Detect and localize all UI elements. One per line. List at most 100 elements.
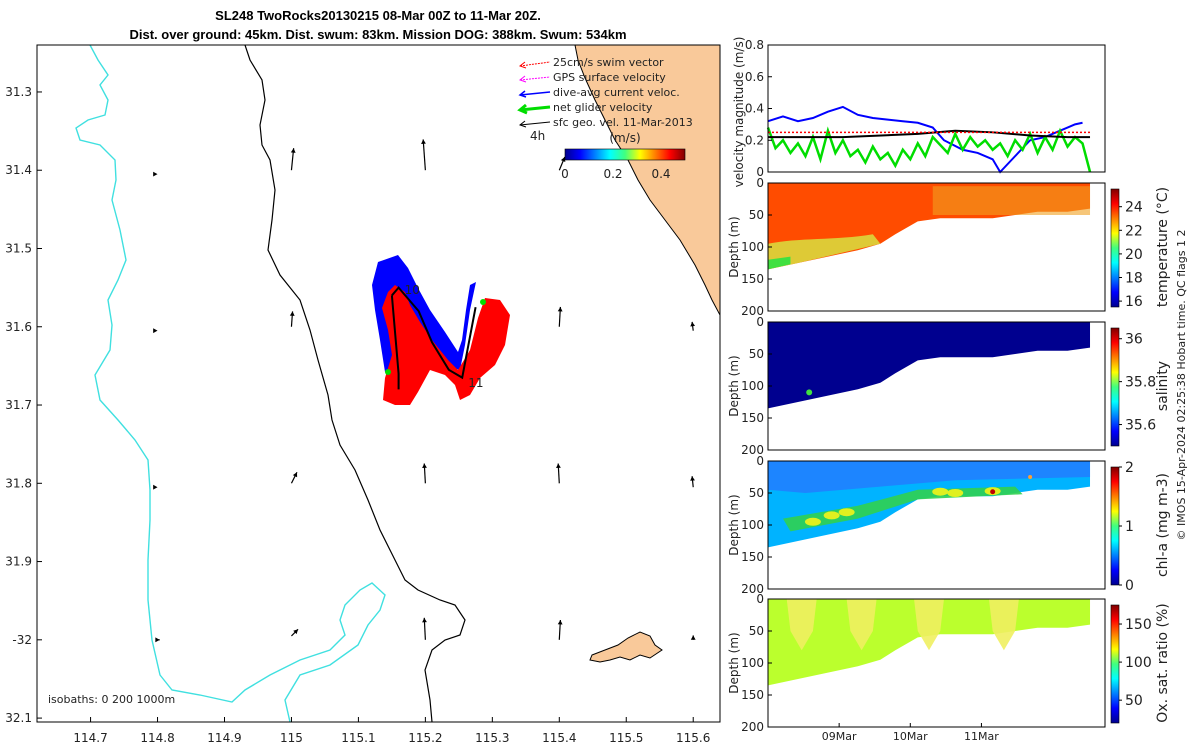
section-panel-chl-a: 0 50 100 150 200 Depth (m) 0 1 2 chl-a (mg m-3) — [727, 454, 1171, 596]
section-colorbar-tick-label: 22 — [1125, 223, 1143, 239]
legend-label-net: net glider velocity — [553, 101, 653, 114]
velocity-background — [768, 45, 1105, 172]
salinity-point — [806, 389, 813, 396]
legend-item-dive-avg: dive-avg current veloc. — [518, 86, 680, 99]
isobath-1000m — [75, 45, 386, 722]
temperature-cool-patch — [768, 234, 881, 270]
geo-vector-head — [690, 321, 696, 327]
section-x-tick-label: 10Mar — [893, 730, 928, 743]
geo-vector-head — [422, 463, 427, 469]
map-x-tick-label: 115.2 — [408, 731, 442, 745]
geo-vector-head — [153, 328, 158, 334]
section-y-tick-label: 150 — [741, 272, 764, 286]
oxygen-high-patch — [914, 599, 944, 651]
map-y-tick-label: 31.4 — [5, 163, 32, 177]
map-x-tick-label: 115.5 — [609, 731, 643, 745]
geo-vector-head — [556, 463, 561, 469]
geo-vector-head — [560, 157, 566, 162]
section-colorbar-tick-label: 0 — [1125, 578, 1134, 594]
map-colorbar-tick-label: 0.4 — [651, 167, 670, 181]
velocity-y-ticks: 0 0.2 0.4 0.6 0.8 — [745, 38, 772, 179]
section-y-tick-label: 100 — [741, 656, 764, 670]
map-x-tick-label: 114.8 — [140, 731, 174, 745]
glider-marker-start — [385, 369, 391, 375]
title-line-2: Dist. over ground: 45km. Dist. swum: 83k… — [129, 27, 626, 42]
map-colorbar-ticks: 0 0.2 0.4 — [561, 167, 670, 181]
section-colorbar-tick-label: 20 — [1125, 247, 1143, 263]
geo-vector-head — [422, 617, 427, 623]
map-x-tick-label: 115.4 — [542, 731, 576, 745]
section-y-tick-label: 150 — [741, 550, 764, 564]
title-line-1: SL248 TwoRocks20130215 08-Mar 00Z to 11-… — [215, 8, 541, 23]
mainland-coast — [574, 45, 720, 316]
credit-text: © IMOS 15-Apr-2024 02:25:38 Hobart time.… — [1175, 230, 1188, 541]
legend-label-gps: GPS surface velocity — [553, 71, 666, 84]
glider-marker-end — [480, 299, 486, 305]
legend-item-swim: 25cm/s swim vector — [518, 56, 664, 69]
chl-max-layer — [782, 486, 1023, 532]
map-y-tick-label: 31.6 — [5, 320, 32, 334]
section-y-tick-label: 50 — [749, 208, 764, 222]
section-field-salinity — [768, 322, 1091, 409]
chl-patch — [804, 517, 821, 526]
track-label-11: 11 — [468, 376, 483, 390]
chl-point — [1028, 475, 1033, 479]
velocity-series-line — [766, 126, 1092, 173]
map-x-tick-label: 115.3 — [475, 731, 509, 745]
section-y-tick-label: 200 — [741, 720, 764, 734]
rottnest-island — [589, 631, 663, 663]
velocity-series-line — [768, 129, 1091, 139]
colorbar-units: (m/s) — [609, 131, 640, 145]
section-panel-salinity: 0 50 100 150 200 Depth (m) 35.6 35.8 36 salinity — [727, 315, 1171, 457]
section-colorbar — [1110, 327, 1120, 447]
section-panel-temperature: 0 50 100 150 200 Depth (m) 16 18 20 22 24 temperatu… — [727, 176, 1171, 318]
geo-vector-head — [690, 476, 695, 481]
legend-item-gps: GPS surface velocity — [518, 71, 666, 84]
glider-track-return — [390, 295, 400, 390]
isobaths-label: isobaths: 0 200 1000m — [48, 693, 175, 706]
velocity-y-tick-label: 0.4 — [745, 102, 764, 116]
map-x-tick-label: 115 — [280, 731, 303, 745]
map-legend: 25cm/s swim vector GPS surface velocity … — [517, 56, 693, 181]
section-y-tick-label: 150 — [741, 688, 764, 702]
map-frame — [36, 44, 721, 723]
section-colorbar-tick-label: 150 — [1125, 617, 1152, 633]
section-colorbar — [1110, 188, 1120, 308]
velocity-panel: 0 0.2 0.4 0.6 0.8 velocity magnitude (m/s) — [732, 37, 1106, 187]
section-colorbar-tick-label: 50 — [1125, 693, 1143, 709]
map-panel: 10 11 114.7 114.8 114.9 115 115.1 115.2 115.3 1… — [5, 44, 721, 745]
map-x-tick-label: 115.6 — [676, 731, 710, 745]
map-content: 10 11 — [75, 45, 720, 722]
map-colorbar-tick-label: 0 — [561, 167, 569, 181]
map-x-tick-label: 114.9 — [207, 731, 241, 745]
map-y-tick-label: 31.7 — [5, 398, 32, 412]
map-background — [37, 45, 720, 722]
geo-vector-head — [557, 306, 563, 312]
geo-vector-head — [292, 472, 298, 478]
legend-item-sfc-geo: sfc geo. vel. 11-Mar-2013 — [518, 116, 693, 129]
section-y-tick-label: 100 — [741, 240, 764, 254]
section-ylabel: Depth (m) — [727, 632, 741, 693]
section-colorbar-tick-label: 18 — [1125, 271, 1143, 287]
map-y-tick-label: 31.3 — [5, 85, 32, 99]
section-colorbar-tick-label: 36 — [1125, 332, 1143, 348]
map-y-ticks: 31.3 31.4 31.5 31.6 31.7 31.8 31.9 -32 32.1 — [5, 85, 42, 725]
section-y-tick-label: 100 — [741, 518, 764, 532]
oxygen-high-patch — [786, 599, 817, 651]
section-ylabel: Depth (m) — [727, 355, 741, 416]
swim-vector-field — [382, 285, 510, 405]
chl-point-high — [990, 489, 996, 495]
oxygen-high-patch — [846, 599, 877, 651]
scale-label: 4h — [530, 129, 545, 143]
legend-label-swim: 25cm/s swim vector — [553, 56, 664, 69]
section-colorbar-label: Ox. sat. ratio (%) — [1155, 603, 1171, 722]
section-y-tick-label: 200 — [741, 304, 764, 318]
geo-vector-head — [690, 635, 696, 640]
section-y-tick-label: 200 — [741, 443, 764, 457]
velocity-series-line — [767, 105, 1083, 174]
oxygen-high-patch — [988, 599, 1019, 651]
glider-track — [391, 286, 477, 380]
section-colorbar-tick-label: 2 — [1125, 460, 1134, 476]
